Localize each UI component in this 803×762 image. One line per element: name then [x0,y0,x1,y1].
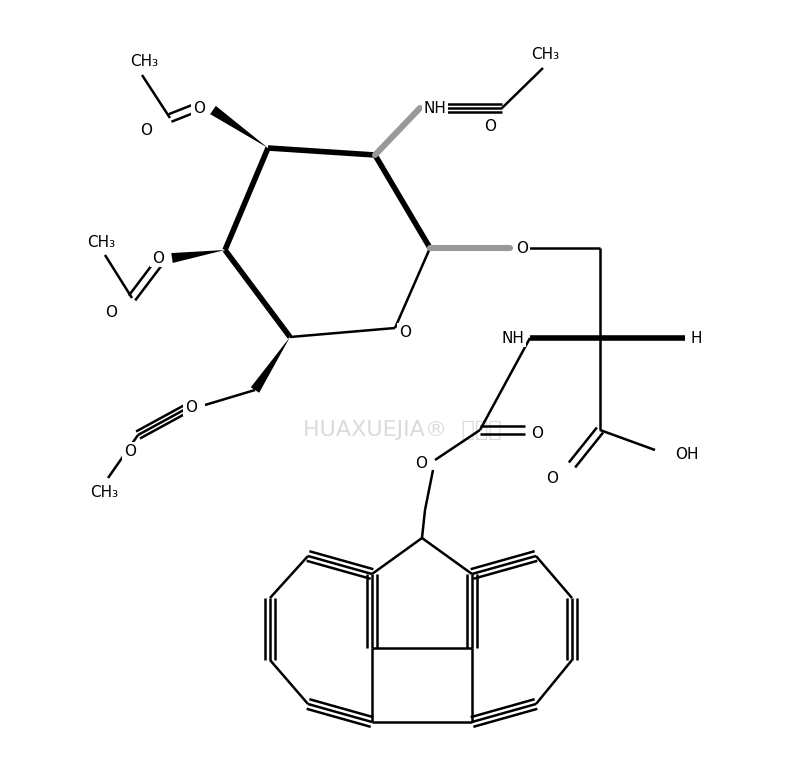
Text: O: O [398,325,410,340]
Polygon shape [171,250,225,263]
Text: CH₃: CH₃ [530,46,558,62]
Text: OH: OH [675,447,698,462]
Text: O: O [414,456,426,470]
Text: O: O [545,470,557,485]
Text: O: O [124,443,136,459]
Text: O: O [140,123,152,137]
Text: HUAXUEJIA®  化学加: HUAXUEJIA® 化学加 [302,420,501,440]
Text: NH: NH [423,101,446,116]
Polygon shape [251,337,290,392]
Text: H: H [690,331,702,345]
Text: O: O [516,241,528,255]
Text: CH₃: CH₃ [90,485,118,500]
Text: O: O [185,399,197,415]
Text: NH: NH [500,331,524,345]
Text: O: O [152,251,164,265]
Text: O: O [483,119,495,133]
Text: O: O [530,425,542,440]
Polygon shape [210,106,267,148]
Text: O: O [105,305,117,319]
Text: CH₃: CH₃ [87,235,115,249]
Text: O: O [193,101,205,116]
Text: CH₃: CH₃ [130,53,158,69]
